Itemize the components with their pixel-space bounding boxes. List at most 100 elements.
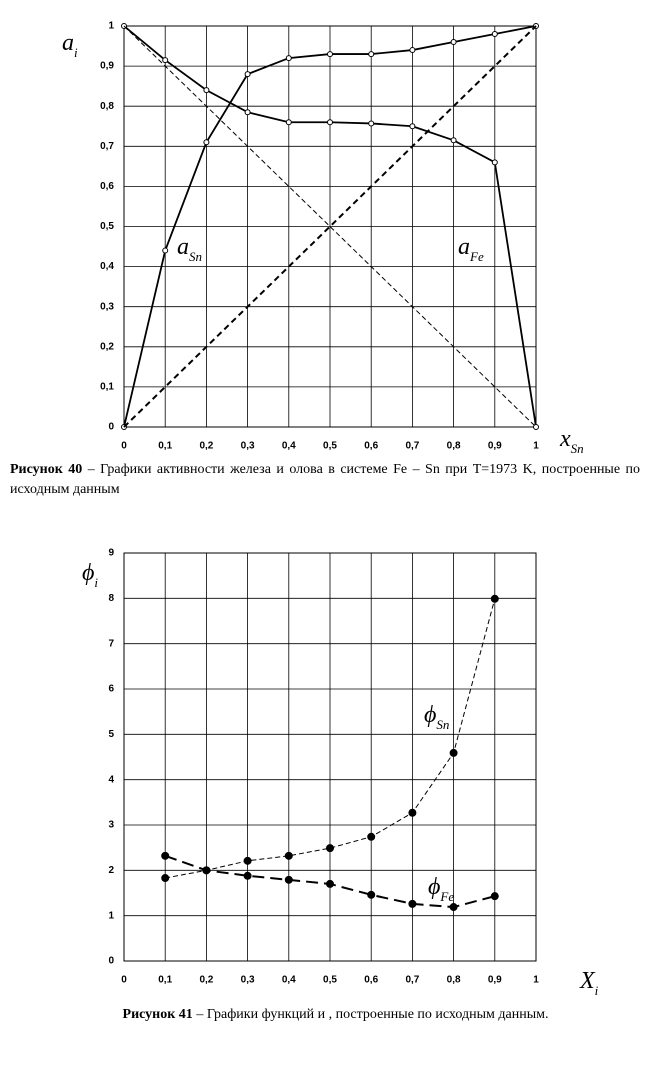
y-tick-label: 7 <box>108 638 114 649</box>
x-tick-label: 0,5 <box>323 975 337 986</box>
y-tick-label: 2 <box>108 865 114 876</box>
data-point <box>409 123 416 130</box>
data-point <box>368 51 375 58</box>
y-axis-label-sub: i <box>74 45 78 60</box>
data-point <box>203 139 210 146</box>
data-point <box>449 903 458 912</box>
data-point <box>326 844 334 853</box>
series-line <box>165 598 496 879</box>
y-axis-label-base: ϕ <box>82 560 94 586</box>
series-label: aFe <box>458 234 484 264</box>
data-point <box>408 808 417 817</box>
plot-frame <box>123 25 537 428</box>
x-axis-label-base: X <box>579 968 596 994</box>
y-axis-label: ai <box>62 30 78 60</box>
y-tick-label: 0,5 <box>100 221 114 232</box>
x-axis-label-base: x <box>559 426 571 452</box>
x-tick-label: 1 <box>533 975 539 986</box>
y-tick-label: 0,3 <box>100 301 114 312</box>
x-tick-label: 0,2 <box>199 441 213 452</box>
series-label-base: a <box>177 234 189 260</box>
data-point <box>285 119 292 126</box>
caption: Рисунок 41 – Графики функций и , построе… <box>0 1005 671 1025</box>
data-point <box>450 137 457 144</box>
data-point <box>243 856 252 865</box>
data-point <box>533 424 539 430</box>
series-label: ϕSn <box>424 702 449 732</box>
caption: Рисунок 40 – Графики активности железа и… <box>10 460 640 500</box>
series-label-base: ϕ <box>424 702 436 728</box>
data-point <box>161 874 170 883</box>
y-tick-label: 0 <box>108 956 114 967</box>
data-point <box>367 832 376 841</box>
caption-number: Рисунок 40 <box>10 462 83 477</box>
y-tick-label: 6 <box>108 684 114 695</box>
x-tick-label: 0,4 <box>282 975 296 986</box>
x-tick-label: 0,7 <box>405 975 419 986</box>
y-tick-label: 9 <box>108 548 114 559</box>
x-tick-label: 0,3 <box>241 441 255 452</box>
caption-number: Рисунок 41 <box>122 1007 193 1022</box>
x-tick-label: 0,8 <box>447 441 461 452</box>
data-point <box>244 71 251 78</box>
y-tick-label: 0,8 <box>100 101 114 112</box>
data-point <box>285 55 292 62</box>
x-tick-label: 0,9 <box>488 975 502 986</box>
data-point <box>162 57 169 64</box>
plot-frame <box>123 552 537 962</box>
y-tick-label: 0,4 <box>100 261 114 272</box>
data-point <box>490 892 499 901</box>
x-tick-label: 0,4 <box>282 441 296 452</box>
y-tick-label: 0 <box>108 422 114 433</box>
y-tick-label: 0,9 <box>100 61 114 72</box>
data-point <box>490 594 499 603</box>
data-point <box>408 899 417 908</box>
series-label-sub: Sn <box>189 249 202 264</box>
series-label-base: ϕ <box>428 874 440 900</box>
y-tick-label: 1 <box>108 21 114 32</box>
y-tick-label: 0,1 <box>100 382 114 393</box>
x-tick-label: 0,1 <box>158 441 172 452</box>
y-tick-label: 0,6 <box>100 181 114 192</box>
y-tick-label: 5 <box>108 729 114 740</box>
data-point <box>161 851 170 860</box>
data-point <box>491 31 498 38</box>
y-tick-label: 1 <box>108 910 114 921</box>
series-label-sub: Fe <box>439 889 454 904</box>
data-point <box>243 871 252 880</box>
x-tick-label: 0,8 <box>447 975 461 986</box>
x-tick-label: 0 <box>121 441 127 452</box>
x-axis-label: Xi <box>579 968 599 998</box>
data-point <box>368 120 375 127</box>
data-point <box>450 39 457 46</box>
series-label-sub: Sn <box>436 717 449 732</box>
data-point <box>367 890 376 899</box>
x-tick-label: 0,3 <box>241 975 255 986</box>
x-tick-label: 0,2 <box>199 975 213 986</box>
x-tick-label: 0,1 <box>158 975 172 986</box>
series-label: ϕFe <box>428 874 454 904</box>
y-axis-label-base: a <box>62 30 74 56</box>
y-tick-label: 0,2 <box>100 341 114 352</box>
series-label-base: a <box>458 234 470 260</box>
x-axis-label-sub: i <box>595 983 599 998</box>
y-tick-label: 4 <box>108 774 114 785</box>
x-tick-label: 0,9 <box>488 441 502 452</box>
x-tick-label: 0,5 <box>323 441 337 452</box>
data-point <box>284 875 293 884</box>
series-line <box>123 25 537 428</box>
x-tick-label: 0,6 <box>364 441 378 452</box>
data-point <box>203 87 210 94</box>
caption-text: – Графики функций и , построенные по исх… <box>196 1007 549 1022</box>
data-point <box>327 119 333 126</box>
data-point <box>284 851 293 860</box>
data-point <box>449 748 458 757</box>
x-axis-label: xSn <box>559 426 584 456</box>
series-label-sub: Fe <box>469 249 484 264</box>
data-point <box>244 109 251 116</box>
data-point <box>491 159 498 166</box>
data-point <box>326 879 334 888</box>
data-point <box>162 247 169 254</box>
